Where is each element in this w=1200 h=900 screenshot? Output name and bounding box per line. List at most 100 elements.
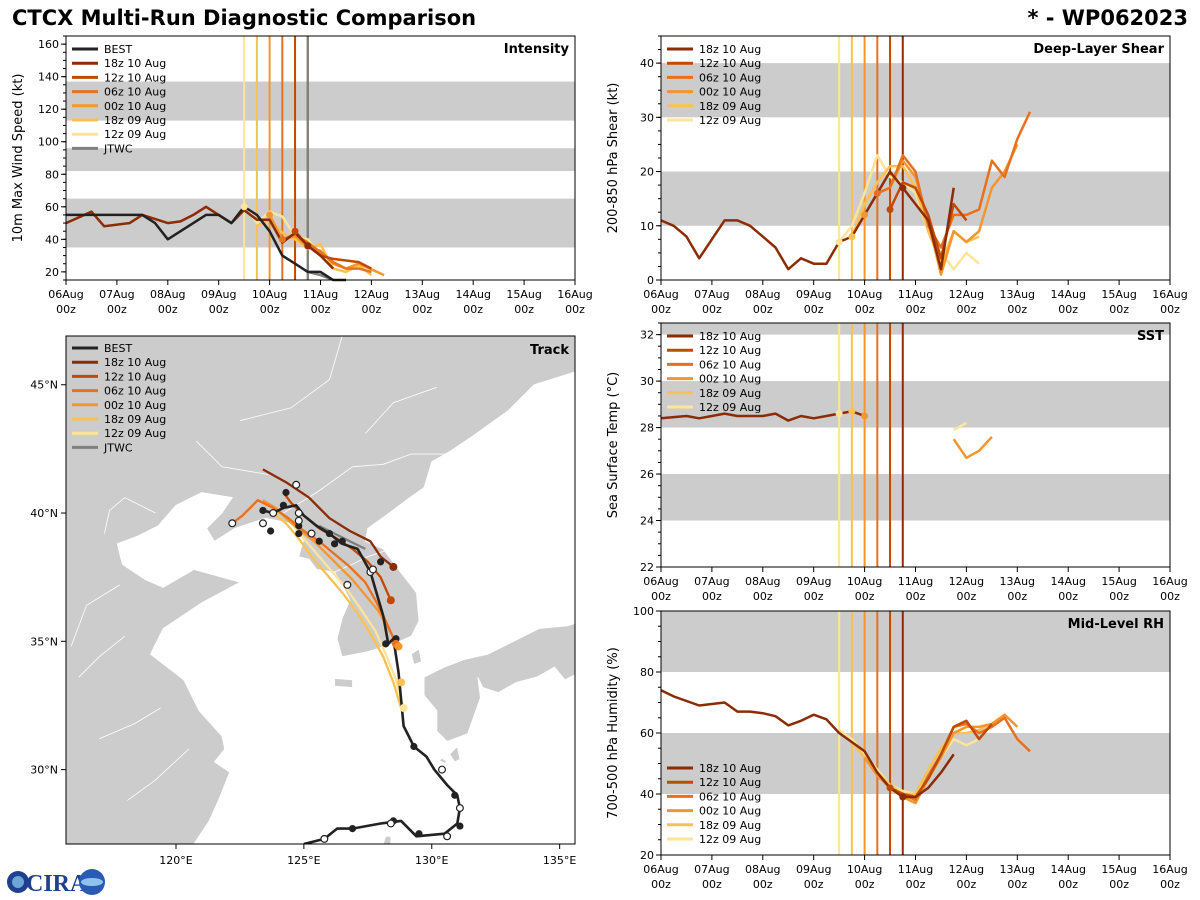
x-tick-label: 06Aug — [643, 288, 678, 301]
series-line-12z10 — [889, 719, 993, 799]
legend-label: 12z 09 Aug — [699, 833, 761, 846]
y-tick-label: 100 — [633, 605, 654, 618]
track-point-open — [292, 480, 301, 489]
shaded-band — [661, 381, 1170, 428]
run-marker — [861, 211, 869, 219]
panel-sst: 22 24 26 28 30 32 06Aug 00z 07Aug 00z 08Aug 00z 09Au… — [606, 322, 1188, 603]
legend-label: 18z 10 Aug — [104, 356, 166, 369]
x-tick-label: 10Aug — [847, 288, 882, 301]
x-tick-sublabel: 00z — [1058, 590, 1078, 603]
legend-label: 06z 10 Aug — [699, 71, 761, 84]
run-marker — [886, 206, 894, 214]
track-point — [259, 506, 267, 515]
landmass-yakushima — [438, 757, 448, 764]
y-axis-label: 200-850 hPa Shear (kt) — [606, 83, 621, 234]
admin-boundary — [283, 453, 448, 514]
x-tick-label: 14Aug — [1050, 288, 1085, 301]
x-tick-label: 10Aug — [847, 575, 882, 588]
track-point — [382, 640, 390, 648]
y-tick-label: 140 — [38, 71, 59, 84]
track-point-open — [294, 516, 303, 525]
track-point-open — [269, 509, 278, 518]
x-tick-label: 06Aug — [48, 288, 83, 301]
x-tick-label: 09Aug — [796, 288, 831, 301]
x-tick-sublabel: 00z — [362, 303, 382, 316]
run-marker — [266, 211, 274, 219]
x-tick-label: 16Aug — [1152, 575, 1187, 588]
x-tick-label: 15Aug — [1101, 288, 1136, 301]
x-tick-sublabel: 00z — [804, 878, 824, 891]
legend-label: 18z 09 Aug — [699, 387, 761, 400]
x-tick-sublabel: 00z — [702, 878, 722, 891]
x-tick-sublabel: 00z — [855, 590, 875, 603]
shaded-band — [66, 81, 575, 121]
run-marker — [861, 412, 869, 420]
run-marker — [899, 184, 907, 192]
y-tick-label: 22 — [640, 561, 654, 574]
track-point — [415, 830, 423, 838]
y-tick-label: 120 — [38, 103, 59, 116]
track-point — [451, 791, 459, 799]
x-tick-label: 09Aug — [201, 288, 236, 301]
track-line-12z09 — [290, 522, 405, 709]
track-point — [456, 822, 464, 830]
legend-label: 18z 10 Aug — [699, 330, 761, 343]
track-point — [330, 540, 339, 548]
admin-boundary — [127, 748, 190, 801]
y-tick-label: 30 — [640, 375, 654, 388]
x-tick-label: 06Aug — [643, 575, 678, 588]
cira-logo: CIRA — [7, 869, 105, 897]
panel-title: Track — [530, 343, 569, 358]
legend-label: 00z 10 Aug — [699, 805, 761, 818]
page-title: CTCX Multi-Run Diagnostic Comparison — [12, 6, 477, 30]
x-tick-sublabel: 00z — [651, 303, 671, 316]
run-marker — [835, 410, 843, 418]
track-line-best — [262, 503, 462, 844]
x-tick-sublabel: 00z — [957, 590, 977, 603]
shaded-band — [66, 148, 575, 172]
legend-label: 18z 09 Aug — [104, 114, 166, 127]
x-tick-sublabel: 00z — [855, 303, 875, 316]
x-tick-label: 11Aug — [898, 288, 933, 301]
y-tick-label: 20 — [640, 849, 654, 862]
x-tick-sublabel: 00z — [1007, 303, 1027, 316]
y-axis-label: Sea Surface Temp (°C) — [606, 372, 621, 519]
track-frame: 120°E 125°E 130°E 135°E 30°N 35°N 40°N 45°N Trac… — [30, 335, 576, 867]
track-point — [325, 529, 334, 538]
x-tick-sublabel: 00z — [1109, 303, 1129, 316]
x-tick-label: 09Aug — [796, 575, 831, 588]
x-tick-label: 14Aug — [1050, 575, 1085, 588]
x-tick-label: 12Aug — [354, 288, 389, 301]
run-marker — [278, 235, 286, 243]
y-tick-label: 40 — [640, 57, 654, 70]
legend-label: 12z 09 Aug — [104, 128, 166, 141]
run-marker — [886, 784, 894, 792]
x-tick-label: 14Aug — [455, 288, 490, 301]
track-point — [315, 537, 323, 545]
x-tick-sublabel: 00z — [1160, 878, 1180, 891]
series-line-18z10 — [660, 410, 866, 422]
admin-boundary — [365, 386, 438, 434]
y-tick-label: 10 — [640, 220, 654, 233]
lon-tick-label: 135°E — [543, 854, 576, 867]
admin-boundary — [70, 584, 120, 647]
track-point — [338, 537, 346, 545]
x-tick-sublabel: 00z — [158, 303, 178, 316]
y-tick-label: 24 — [640, 515, 654, 528]
y-tick-label: 60 — [45, 201, 59, 214]
x-tick-sublabel: 00z — [651, 878, 671, 891]
legend-label: 12z 09 Aug — [104, 427, 166, 440]
legend-label: 06z 10 Aug — [104, 385, 166, 398]
x-tick-label: 11Aug — [898, 575, 933, 588]
x-tick-sublabel: 00z — [260, 303, 280, 316]
shaded-band — [661, 611, 1170, 672]
x-tick-label: 11Aug — [898, 863, 933, 876]
panel-title: SST — [1137, 329, 1164, 344]
x-tick-sublabel: 00z — [753, 878, 773, 891]
legend-label: BEST — [104, 342, 132, 355]
legend-label: 18z 09 Aug — [699, 819, 761, 832]
x-tick-label: 06Aug — [643, 863, 678, 876]
